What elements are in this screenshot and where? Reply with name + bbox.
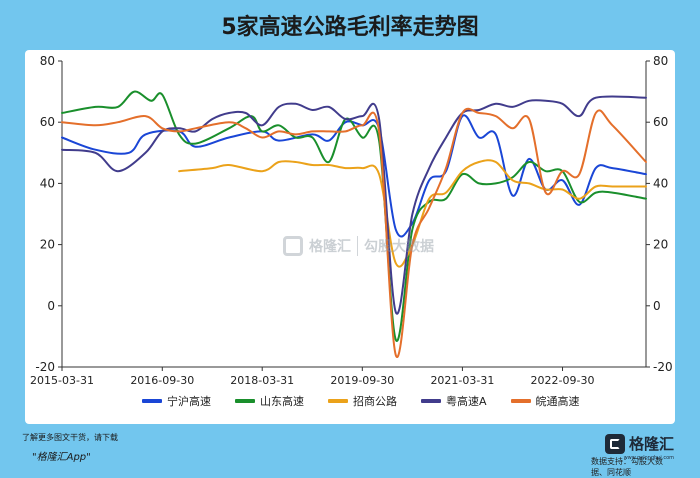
brand-logo-icon xyxy=(604,433,625,454)
y-tick-label-left: -20 xyxy=(35,360,55,374)
legend-label: 皖通高速 xyxy=(535,395,580,408)
y-tick-label-left: 80 xyxy=(40,54,55,68)
chart-card: -20 0 20 40 60 80 -20 0 20 40 60 80 2015-03-31 2016-0… xyxy=(25,50,675,477)
y-tick-label-right: 40 xyxy=(653,176,668,190)
legend-item-5: 皖通高速 xyxy=(510,393,580,409)
legend-item-3: 招商公路 xyxy=(328,393,397,409)
x-tick-label: 2015-03-31 xyxy=(30,374,94,387)
chart-title: 5家高速公路毛利率走势图 xyxy=(221,15,479,40)
y-tick-label-right: 80 xyxy=(653,54,668,68)
legend-item-4: 粤高速A xyxy=(421,393,487,409)
x-tick-label: 2019-09-30 xyxy=(330,374,394,387)
y-tick-label-left: 20 xyxy=(40,238,55,252)
legend-label: 山东高速 xyxy=(260,395,304,408)
footer-note: 了解更多图文干货，请下载 xyxy=(22,433,118,442)
x-tick-label: 2022-09-30 xyxy=(531,374,595,387)
line-chart: -20 0 20 40 60 80 -20 0 20 40 60 80 2015-03-31 2016-0… xyxy=(30,54,673,387)
brand-url: www.gelonghui.com xyxy=(623,455,674,461)
x-tick-label: 2018-03-31 xyxy=(230,374,294,387)
x-tick-label: 2016-09-30 xyxy=(130,374,194,387)
y-tick-label-left: 40 xyxy=(40,176,55,190)
legend-swatch xyxy=(328,399,348,403)
data-source: 数据支持：勾股大数据、同花顺 xyxy=(591,457,663,477)
y-tick-label-right: -20 xyxy=(653,360,673,374)
legend-swatch xyxy=(510,399,531,403)
brand-mark: 格隆汇 www.gelonghui.com xyxy=(604,433,674,461)
y-tick-label-right: 20 xyxy=(653,238,668,252)
brand-name: 格隆汇 xyxy=(628,435,674,453)
footer-app-name: "格隆汇App" xyxy=(32,452,91,463)
legend-label: 粤高速A xyxy=(446,395,487,408)
x-tick-label: 2021-03-31 xyxy=(430,374,494,387)
legend-swatch xyxy=(142,399,162,403)
y-tick-label-left: 60 xyxy=(40,115,55,129)
legend-swatch xyxy=(421,399,441,403)
series-line-4 xyxy=(61,95,647,315)
legend-item-2: 山东高速 xyxy=(235,393,304,409)
y-tick-label-right: 0 xyxy=(653,299,661,313)
legend-label: 招商公路 xyxy=(353,395,397,408)
legend-item-1: 宁沪高速 xyxy=(142,393,211,409)
series-line-5 xyxy=(61,107,647,359)
legend-swatch xyxy=(235,399,255,403)
y-tick-label-left: 0 xyxy=(47,299,55,313)
y-tick-label-right: 60 xyxy=(653,115,668,129)
series-line-2 xyxy=(61,90,647,342)
legend-label: 宁沪高速 xyxy=(167,395,211,408)
chart-legend: 宁沪高速 山东高速 招商公路 粤高速A 皖通高速 xyxy=(142,394,580,408)
